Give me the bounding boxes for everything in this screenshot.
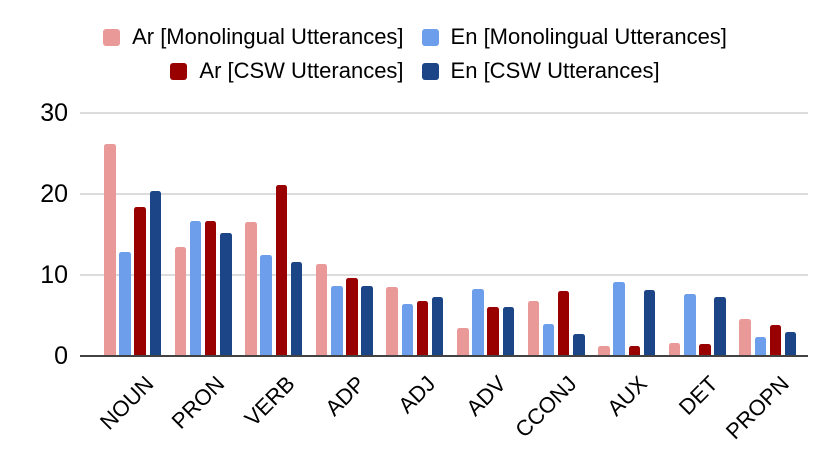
legend-label: Ar [Monolingual Utterances] bbox=[132, 24, 404, 49]
legend-item-ar-csw-utterances: Ar [CSW Utterances] bbox=[170, 58, 404, 84]
x-tick-noun: NOUN bbox=[94, 371, 159, 435]
bar-adv-en-csw-utterances bbox=[502, 306, 514, 356]
bar-adp-en-csw-utterances bbox=[361, 286, 373, 356]
bar-noun-en-csw-utterances bbox=[149, 191, 161, 356]
x-tick-adp: ADP bbox=[320, 371, 370, 421]
gridline-10 bbox=[80, 273, 808, 276]
legend-swatch-en-monolingual-utterances bbox=[421, 28, 439, 46]
bar-adj-ar-csw-utterances bbox=[416, 300, 429, 356]
y-tick-30: 30 bbox=[40, 98, 68, 127]
bar-det-en-csw-utterances bbox=[714, 296, 726, 356]
legend-swatch-en-csw-utterances bbox=[421, 62, 439, 80]
bar-aux-ar-monolingual-utterances bbox=[598, 346, 610, 356]
bar-pron-ar-monolingual-utterances bbox=[174, 247, 187, 356]
bar-verb-en-monolingual-utterances bbox=[260, 254, 272, 356]
bar-aux-en-monolingual-utterances bbox=[613, 282, 625, 356]
x-tick-det: DET bbox=[674, 371, 723, 420]
x-tick-verb: VERB bbox=[239, 371, 300, 432]
bar-cconj-ar-csw-utterances bbox=[557, 291, 570, 356]
bar-adp-ar-csw-utterances bbox=[346, 278, 358, 356]
bar-pron-en-monolingual-utterances bbox=[189, 221, 202, 356]
bar-propn-ar-csw-utterances bbox=[769, 325, 782, 356]
bar-cconj-en-csw-utterances bbox=[573, 334, 585, 356]
bar-adj-en-csw-utterances bbox=[431, 296, 444, 356]
gridline-20 bbox=[80, 192, 808, 195]
legend-item-ar-monolingual-utterances: Ar [Monolingual Utterances] bbox=[103, 24, 404, 50]
legend-label: Ar [CSW Utterances] bbox=[199, 58, 404, 83]
x-axis-line bbox=[80, 355, 808, 357]
y-tick-20: 20 bbox=[40, 179, 68, 208]
gridline-30 bbox=[80, 111, 808, 114]
bar-adv-ar-monolingual-utterances bbox=[457, 327, 469, 356]
bar-noun-ar-monolingual-utterances bbox=[104, 143, 116, 356]
bar-adj-en-monolingual-utterances bbox=[401, 304, 414, 356]
bar-pron-en-csw-utterances bbox=[220, 232, 232, 356]
bar-adv-en-monolingual-utterances bbox=[472, 288, 484, 356]
bar-pron-ar-csw-utterances bbox=[204, 221, 217, 356]
x-tick-aux: AUX bbox=[602, 371, 653, 421]
bar-aux-ar-csw-utterances bbox=[628, 346, 640, 356]
bar-verb-ar-csw-utterances bbox=[275, 184, 287, 356]
bar-adv-ar-csw-utterances bbox=[487, 307, 499, 356]
bar-cconj-ar-monolingual-utterances bbox=[527, 300, 540, 356]
bar-det-ar-csw-utterances bbox=[699, 343, 711, 356]
bar-adj-ar-monolingual-utterances bbox=[386, 287, 398, 356]
bar-det-en-monolingual-utterances bbox=[684, 294, 696, 356]
x-tick-propn: PROPN bbox=[720, 371, 794, 445]
bar-verb-en-csw-utterances bbox=[290, 261, 303, 356]
y-tick-0: 0 bbox=[54, 342, 68, 370]
bar-det-ar-monolingual-utterances bbox=[668, 343, 681, 356]
legend-item-en-csw-utterances: En [CSW Utterances] bbox=[421, 58, 660, 84]
bar-aux-en-csw-utterances bbox=[643, 290, 656, 356]
x-tick-cconj: CCONJ bbox=[510, 371, 582, 443]
bar-verb-ar-monolingual-utterances bbox=[245, 222, 257, 356]
bar-propn-en-csw-utterances bbox=[784, 331, 797, 356]
bar-noun-ar-csw-utterances bbox=[134, 206, 146, 356]
x-tick-adv: ADV bbox=[461, 371, 512, 421]
legend-label: En [CSW Utterances] bbox=[450, 58, 660, 83]
legend-item-en-monolingual-utterances: En [Monolingual Utterances] bbox=[421, 24, 727, 50]
bar-adp-ar-monolingual-utterances bbox=[315, 263, 328, 356]
bar-propn-en-monolingual-utterances bbox=[754, 336, 767, 356]
bar-cconj-en-monolingual-utterances bbox=[542, 324, 555, 356]
x-tick-pron: PRON bbox=[166, 371, 229, 434]
y-tick-10: 10 bbox=[40, 260, 68, 289]
legend-swatch-ar-csw-utterances bbox=[170, 62, 188, 80]
chart-legend: Ar [Monolingual Utterances] En [Monolingu… bbox=[0, 24, 830, 84]
bar-noun-en-monolingual-utterances bbox=[119, 252, 131, 356]
bar-adp-en-monolingual-utterances bbox=[331, 286, 343, 356]
legend-swatch-ar-monolingual-utterances bbox=[103, 28, 121, 46]
x-tick-adj: ADJ bbox=[393, 371, 441, 419]
bar-propn-ar-monolingual-utterances bbox=[739, 318, 751, 356]
legend-label: En [Monolingual Utterances] bbox=[450, 24, 727, 49]
